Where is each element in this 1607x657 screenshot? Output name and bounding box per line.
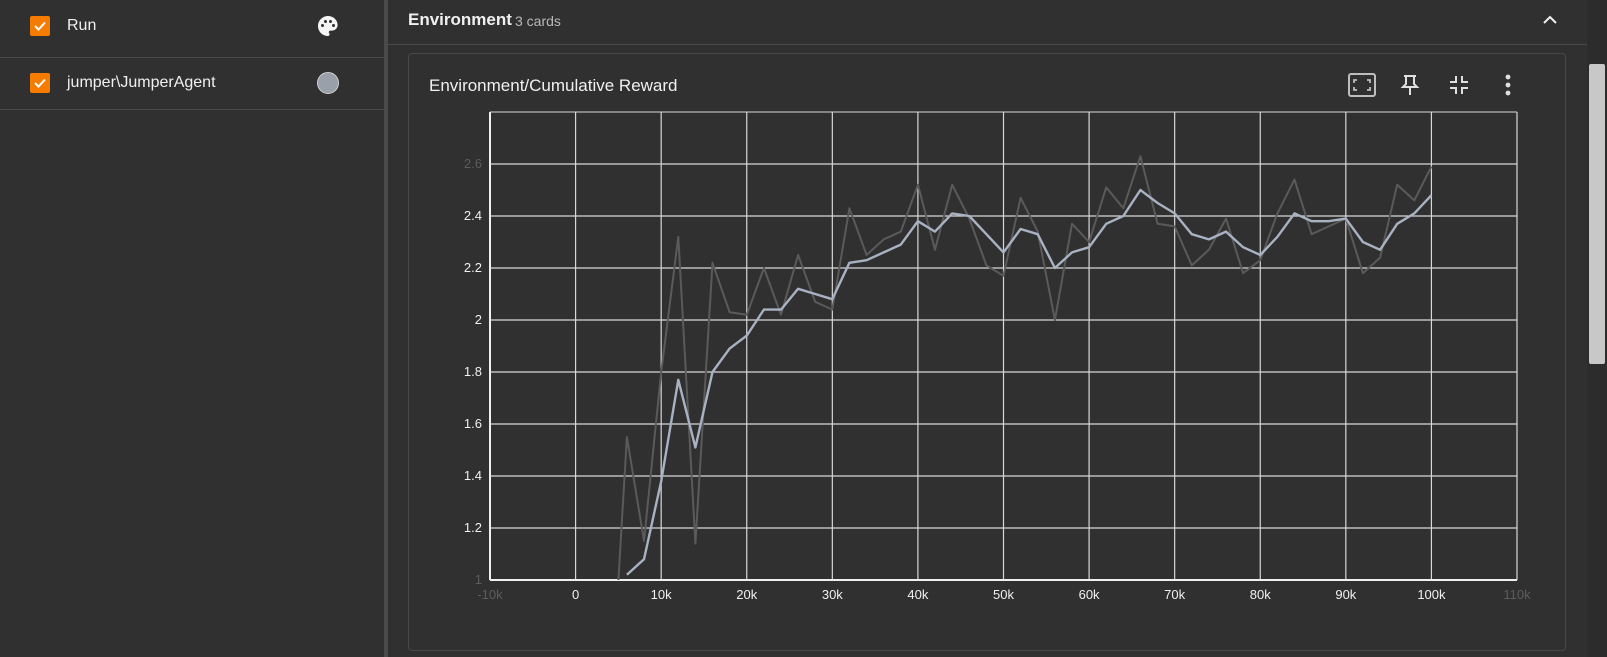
x-tick-label: 80k bbox=[1250, 587, 1271, 602]
y-tick-label: 2.4 bbox=[464, 208, 482, 223]
x-tick-label: 60k bbox=[1079, 587, 1100, 602]
y-tick-label: 2.2 bbox=[464, 260, 482, 275]
run-name: jumper\JumperAgent bbox=[67, 74, 216, 91]
group-title: Environment bbox=[408, 10, 512, 29]
y-tick-label: 2 bbox=[475, 312, 482, 327]
x-tick-label: 40k bbox=[907, 587, 928, 602]
x-tick-label: 30k bbox=[822, 587, 843, 602]
run-checkbox[interactable] bbox=[30, 73, 50, 93]
main-panel: Environment 3 cards Environment/Cumulati… bbox=[388, 0, 1587, 657]
scalar-card: Environment/Cumulative Reward -10k 0 bbox=[408, 53, 1566, 651]
more-vert-icon[interactable] bbox=[1493, 70, 1523, 100]
run-color-swatch[interactable] bbox=[317, 72, 339, 94]
x-tick-label: 110k bbox=[1503, 587, 1531, 602]
x-tick-label: 50k bbox=[993, 587, 1014, 602]
x-tick-label: 90k bbox=[1335, 587, 1356, 602]
runs-sidebar: Run jumper\JumperAgent bbox=[0, 0, 384, 657]
check-icon bbox=[34, 78, 46, 88]
sidebar-resize-handle[interactable] bbox=[384, 0, 388, 657]
run-checkbox-all[interactable] bbox=[30, 16, 50, 36]
y-tick-label: 1.8 bbox=[464, 364, 482, 379]
run-row-header[interactable]: Run bbox=[0, 0, 384, 58]
run-column-label: Run bbox=[67, 17, 97, 34]
card-group-header[interactable]: Environment 3 cards bbox=[388, 0, 1587, 45]
y-tick-label: 1.4 bbox=[464, 468, 482, 483]
line-chart[interactable]: -10k 0 10k 20k 30k 40k 50k 60k 70k 80k 90k 100k 110k… bbox=[409, 54, 1565, 650]
x-tick-label: 100k bbox=[1417, 587, 1446, 602]
scrollbar-thumb[interactable] bbox=[1589, 64, 1605, 364]
run-row[interactable]: jumper\JumperAgent bbox=[0, 57, 384, 110]
pin-icon[interactable] bbox=[1395, 70, 1425, 100]
collapse-icon[interactable] bbox=[1444, 70, 1474, 100]
x-tick-label: -10k bbox=[477, 587, 503, 602]
raw-reward-line bbox=[617, 155, 1433, 580]
x-tick-label: 20k bbox=[736, 587, 757, 602]
card-title: Environment/Cumulative Reward bbox=[429, 76, 678, 95]
smoothed-reward-line bbox=[626, 188, 1433, 576]
x-tick-label: 70k bbox=[1164, 587, 1185, 602]
palette-icon[interactable] bbox=[316, 14, 340, 38]
y-tick-label: 2.6 bbox=[464, 156, 482, 171]
y-tick-label: 1 bbox=[475, 572, 482, 587]
x-tick-label: 10k bbox=[651, 587, 672, 602]
group-card-count: 3 cards bbox=[515, 13, 561, 29]
y-tick-label: 1.6 bbox=[464, 416, 482, 431]
fit-domain-icon[interactable] bbox=[1347, 70, 1377, 100]
y-tick-label: 1.2 bbox=[464, 520, 482, 535]
chevron-up-icon[interactable] bbox=[1538, 8, 1562, 32]
check-icon bbox=[34, 21, 46, 31]
x-tick-label: 0 bbox=[572, 587, 579, 602]
